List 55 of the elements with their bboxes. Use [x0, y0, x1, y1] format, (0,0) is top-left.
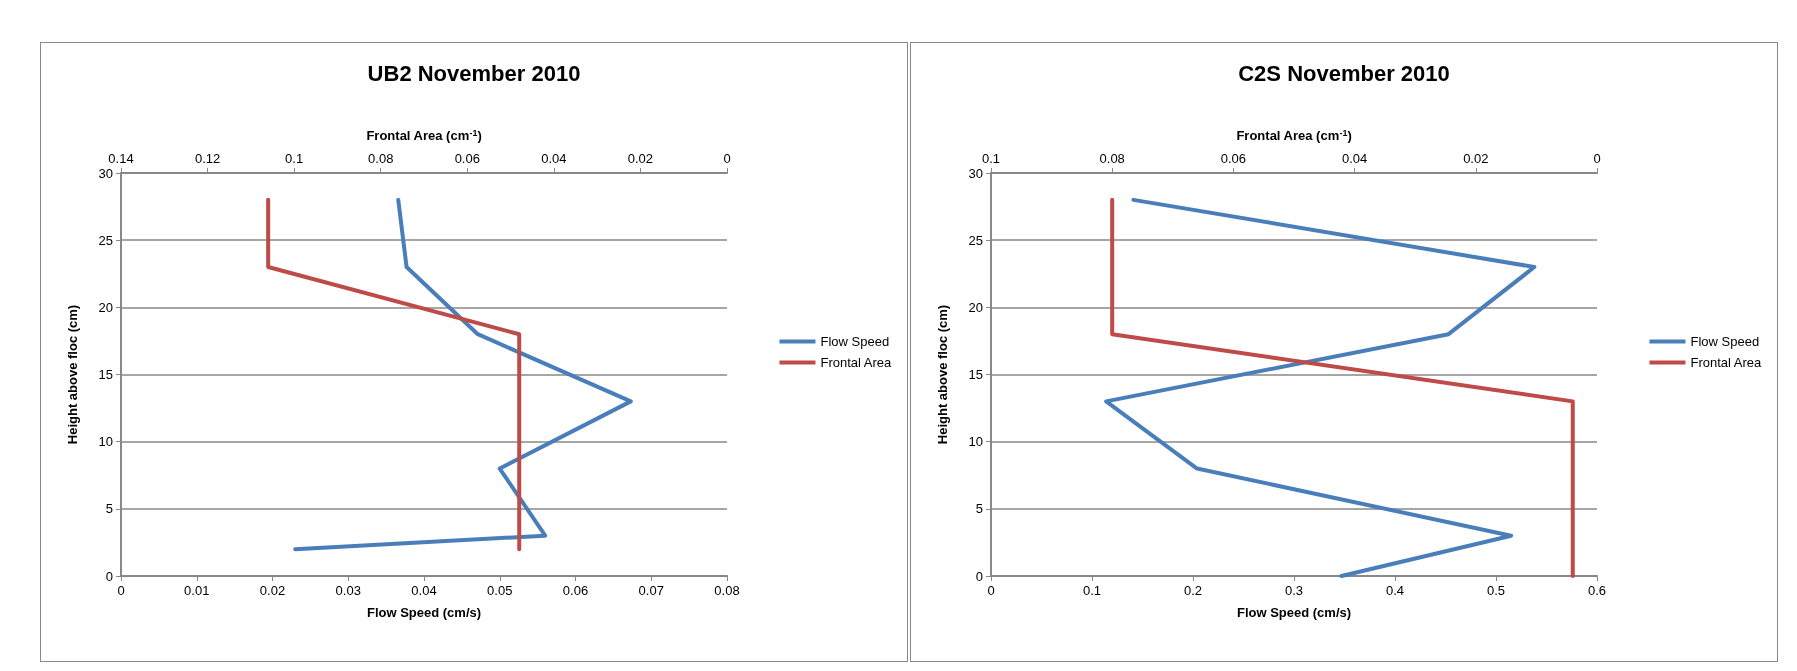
x2-tick-label: 0.08 [368, 151, 394, 166]
y-tick-label: 30 [98, 165, 113, 181]
x2-tick-label: 0.1 [981, 151, 1001, 166]
x-axis-title: Flow Speed (cm/s) [366, 605, 482, 620]
x-tick-label: 0.05 [487, 583, 513, 598]
x-tick-label: 0.06 [562, 583, 589, 598]
x2-tick-label: 0.1 [285, 151, 304, 166]
x-tick-label: 0.6 [1587, 583, 1607, 598]
y-tick-label: 15 [98, 367, 113, 382]
x-tick-label: 0 [117, 583, 125, 598]
x-axis-title: Flow Speed (cm/s) [1236, 605, 1352, 620]
x-tick-label: 0.5 [1486, 583, 1506, 598]
chart-title: UB2 November 2010 [367, 60, 581, 86]
x-tick-label: 0.07 [638, 583, 664, 598]
x-tick-label: 0.1 [1082, 583, 1102, 598]
x2-tick-label: 0.04 [541, 151, 567, 166]
y-tick-label: 15 [968, 367, 983, 382]
x2-tick-label: 0 [1593, 151, 1601, 166]
x2-tick-label: 0.12 [194, 151, 221, 166]
y-tick-label: 0 [975, 568, 983, 584]
x-tick-label: 0.4 [1385, 583, 1405, 598]
x2-tick-label: 0.04 [1341, 151, 1368, 166]
x-tick-label: 0.08 [714, 583, 740, 598]
y-tick-label: 25 [98, 232, 113, 248]
legend-label: Frontal Area [1690, 355, 1763, 370]
x-tick-label: 0.04 [411, 583, 437, 598]
y-tick-label: 25 [968, 232, 983, 248]
y-axis-title: Height above floc (cm) [935, 304, 950, 445]
y-tick-label: 20 [98, 299, 113, 315]
x2-tick-label: 0 [723, 151, 731, 166]
x-tick-label: 0.01 [184, 583, 210, 598]
y-tick-label: 0 [105, 568, 113, 584]
x-tick-label: 0.3 [1284, 583, 1304, 598]
x-tick-label: 0.02 [259, 583, 286, 598]
x2-tick-label: 0.02 [627, 151, 654, 166]
x2-tick-label: 0.02 [1463, 151, 1489, 166]
legend-label: Flow Speed [1690, 334, 1760, 349]
x-tick-label: 0 [987, 583, 995, 598]
x-tick-label: 0.2 [1183, 583, 1203, 598]
y-tick-label: 10 [968, 434, 983, 450]
y-tick-label: 20 [968, 299, 983, 315]
x2-tick-label: 0.06 [454, 151, 480, 166]
chart-title: C2S November 2010 [1238, 60, 1450, 86]
legend-label: Frontal Area [820, 355, 893, 370]
x2-tick-label: 0.14 [108, 151, 134, 166]
y-tick-label: 5 [975, 501, 983, 517]
x2-tick-label: 0.08 [1099, 151, 1125, 166]
y-tick-label: 5 [105, 501, 113, 517]
y-axis-title: Height above floc (cm) [65, 304, 80, 445]
y-tick-label: 30 [968, 165, 983, 181]
line-series [293, 197, 633, 552]
x-tick-label: 0.03 [335, 583, 361, 598]
x2-tick-label: 0.06 [1220, 151, 1247, 166]
y-tick-label: 10 [98, 434, 113, 450]
legend-label: Flow Speed [820, 334, 890, 349]
